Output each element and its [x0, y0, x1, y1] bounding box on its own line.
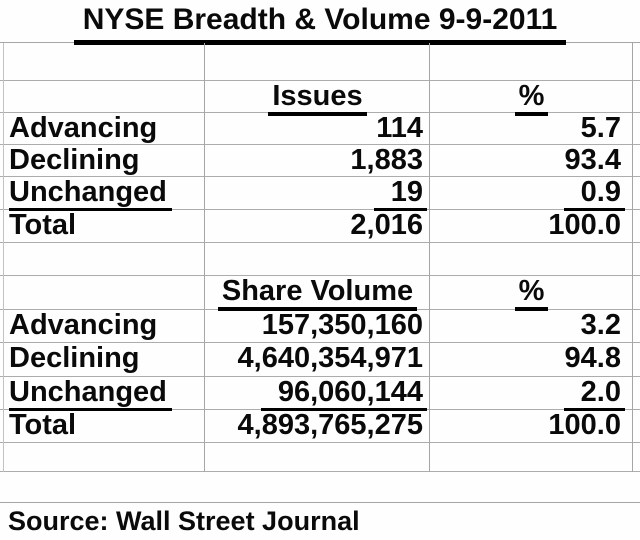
- percent-value: 2.0: [563, 377, 625, 411]
- issues-column-header: Issues: [268, 81, 367, 116]
- page-title: NYSE Breadth & Volume 9-9-2011: [73, 0, 567, 45]
- table-row-issues-advancing: Advancing 114 5.7: [0, 113, 640, 145]
- gridline-vertical-labels-values: [204, 43, 205, 472]
- volume-value: 157,350,160: [261, 309, 423, 341]
- row-label: Unchanged: [9, 177, 172, 211]
- percent-value: 5.7: [580, 112, 621, 144]
- issues-value: 2,016: [350, 209, 423, 241]
- table-row-volume-advancing: Advancing 157,350,160 3.2: [0, 310, 640, 343]
- volume-header-cell: Share Volume: [205, 276, 430, 311]
- table-row-issues-unchanged: Unchanged 19 0.9: [0, 177, 640, 211]
- volume-value: 96,060,144: [260, 377, 427, 411]
- percent-value: 100.0: [548, 409, 621, 441]
- table-row-volume-unchanged: Unchanged 96,060,144 2.0: [0, 377, 640, 411]
- volume-percent-header: %: [514, 276, 549, 311]
- volume-value: 4,893,765,275: [237, 409, 423, 441]
- source-note: Source: Wall Street Journal: [8, 506, 360, 536]
- gridline-vertical-values-percent: [429, 43, 430, 472]
- row-label: Advancing: [9, 112, 158, 144]
- empty-row: [0, 43, 640, 81]
- source-row: Source: Wall Street Journal: [0, 503, 640, 540]
- table-row-volume-total: Total 4,893,765,275 100.0: [0, 410, 640, 443]
- percent-value: 93.4: [564, 144, 621, 176]
- issues-value: 114: [376, 112, 423, 144]
- empty-row: [0, 443, 640, 472]
- percent-value: 94.8: [564, 342, 621, 374]
- percent-value: 3.2: [580, 309, 621, 341]
- gridline-vertical-left-edge: [3, 43, 4, 472]
- row-label: Advancing: [9, 309, 158, 341]
- row-label: Declining: [9, 342, 140, 374]
- title-row: NYSE Breadth & Volume 9-9-2011: [0, 0, 640, 45]
- issues-percent-header-cell: %: [430, 81, 633, 116]
- table-row-volume-declining: Declining 4,640,354,971 94.8: [0, 343, 640, 377]
- empty-cell: [0, 81, 205, 112]
- table-row-issues-declining: Declining 1,883 93.4: [0, 145, 640, 177]
- table-row-issues-total: Total 2,016 100.0: [0, 210, 640, 243]
- empty-cell: [0, 276, 205, 309]
- empty-row: [0, 243, 640, 276]
- issues-header-cell: Issues: [205, 81, 430, 116]
- row-label: Total: [9, 409, 77, 441]
- volume-header-row: Share Volume %: [0, 276, 640, 311]
- volume-percent-header-cell: %: [430, 276, 633, 311]
- row-label: Declining: [9, 144, 140, 176]
- issues-value: 19: [373, 177, 427, 211]
- issues-percent-header: %: [514, 81, 549, 116]
- issues-header-row: Issues %: [0, 81, 640, 116]
- gridline-vertical-right-edge: [632, 43, 633, 472]
- row-label: Total: [9, 209, 77, 241]
- percent-value: 0.9: [563, 177, 625, 211]
- gridline-horizontal-above-source: [0, 502, 640, 503]
- issues-value: 1,883: [350, 144, 423, 176]
- percent-value: 100.0: [548, 209, 621, 241]
- row-label: Unchanged: [9, 377, 172, 411]
- share-volume-column-header: Share Volume: [217, 276, 418, 311]
- table-grid: Issues % Advancing 114 5.7 Declining 1,8…: [0, 43, 640, 472]
- volume-value: 4,640,354,971: [237, 342, 423, 374]
